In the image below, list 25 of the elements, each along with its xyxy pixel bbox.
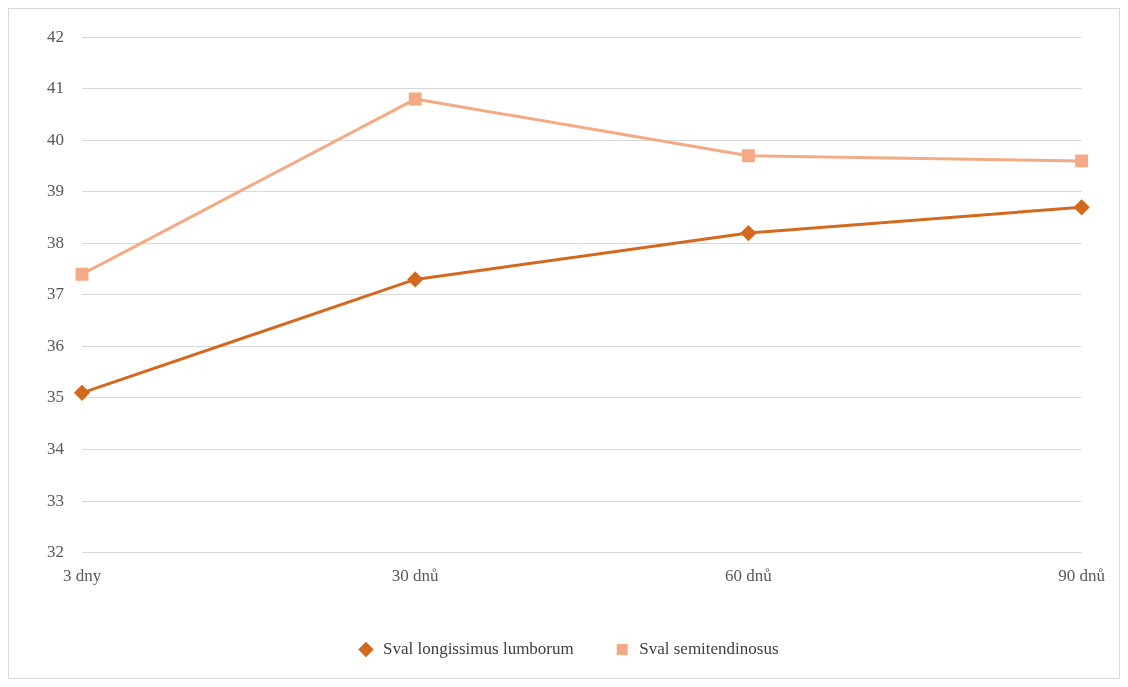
y-tick-label: 40	[47, 129, 64, 149]
point	[1075, 154, 1089, 168]
x-tick-label: 60 dnů	[725, 566, 773, 586]
point	[740, 225, 756, 241]
x-tick-label: 90 dnů	[1058, 566, 1106, 586]
y-tick-label: 38	[47, 232, 64, 252]
point	[408, 92, 422, 106]
point	[74, 385, 90, 401]
y-tick-label: 41	[47, 78, 64, 98]
point	[741, 149, 755, 163]
point	[407, 271, 423, 287]
legend-label: Sval longissimus lumborum	[382, 638, 574, 658]
x-tick-label: 30 dnů	[391, 566, 440, 586]
y-tick-label: 39	[47, 181, 64, 201]
point	[1074, 199, 1090, 215]
y-tick-label: 33	[47, 490, 64, 510]
x-tick-label: 3 dny	[62, 566, 102, 586]
legend-label: Sval semitendinosus	[639, 638, 779, 658]
point	[75, 267, 89, 281]
y-tick-label: 35	[47, 387, 64, 407]
y-tick-label: 37	[47, 284, 65, 304]
y-tick-label: 32	[47, 542, 64, 562]
y-tick-label: 36	[47, 335, 64, 355]
y-tick-label: 42	[47, 26, 64, 46]
y-tick-label: 34	[47, 438, 65, 458]
